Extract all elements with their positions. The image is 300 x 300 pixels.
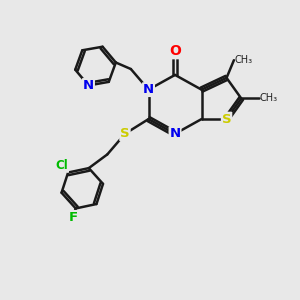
- Text: CH₃: CH₃: [235, 55, 253, 64]
- Text: O: O: [169, 44, 181, 58]
- Text: N: N: [83, 79, 94, 92]
- Text: S: S: [120, 127, 130, 140]
- Text: Cl: Cl: [56, 159, 68, 172]
- Text: CH₃: CH₃: [260, 93, 278, 103]
- Text: S: S: [222, 112, 231, 126]
- Text: N: N: [169, 127, 181, 140]
- Text: N: N: [143, 83, 154, 96]
- Text: F: F: [68, 211, 77, 224]
